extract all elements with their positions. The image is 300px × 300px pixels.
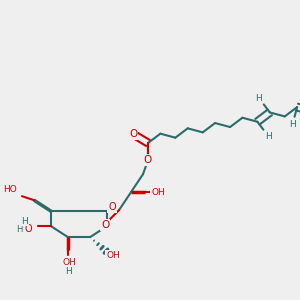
Text: H: H [265, 132, 272, 141]
Text: O: O [101, 220, 109, 230]
Text: HO: HO [3, 185, 17, 194]
Text: H: H [66, 267, 72, 276]
Text: OH: OH [151, 188, 165, 197]
Text: H: H [256, 94, 262, 103]
Text: H: H [22, 217, 28, 226]
Text: OH: OH [62, 258, 76, 267]
Text: O: O [24, 224, 32, 234]
Text: OH: OH [106, 251, 120, 260]
Text: O: O [129, 129, 137, 139]
Text: H: H [16, 225, 22, 234]
Text: H: H [22, 217, 28, 226]
Text: O: O [144, 155, 152, 165]
Text: O: O [108, 202, 116, 212]
Text: H: H [289, 120, 296, 129]
